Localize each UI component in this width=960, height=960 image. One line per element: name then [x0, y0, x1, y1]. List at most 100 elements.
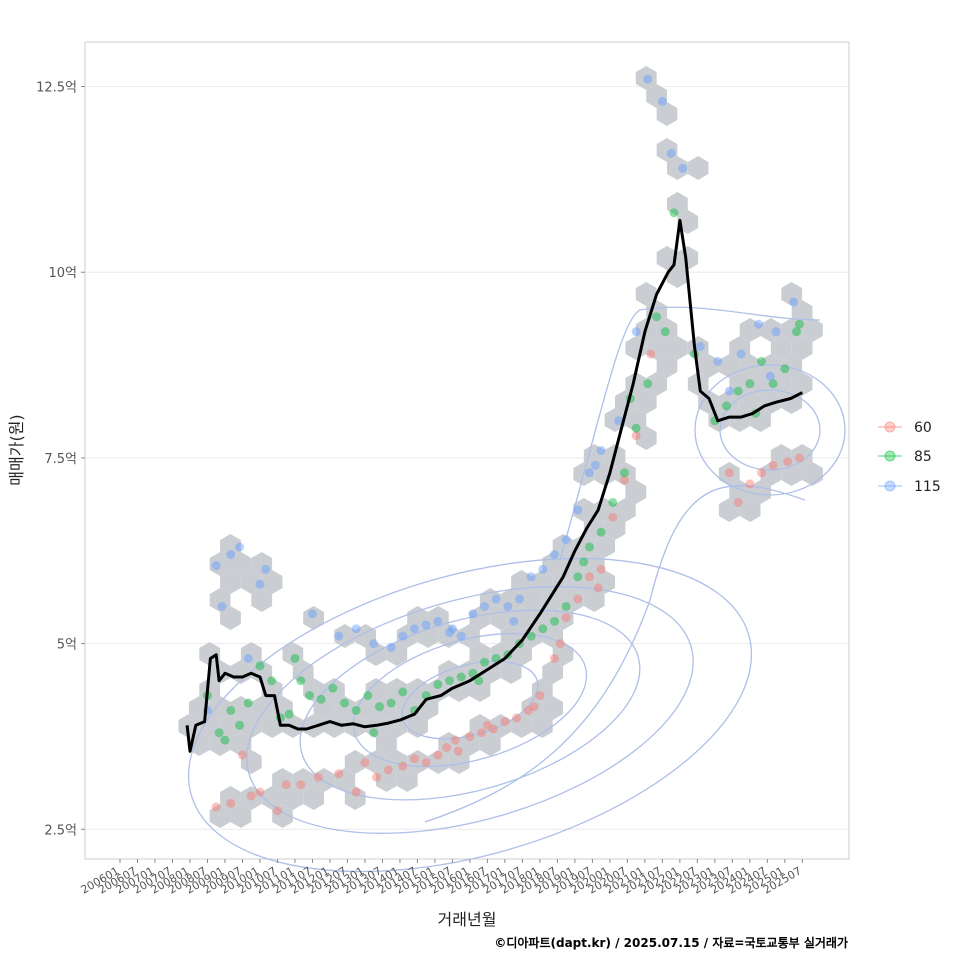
- hexbin-cell: [594, 534, 615, 558]
- hexbin-cell: [209, 552, 231, 576]
- hexbin-cell: [615, 462, 636, 486]
- hexbin-cell: [656, 354, 678, 378]
- hexbin-cell: [667, 192, 688, 216]
- hexbin-cell: [542, 660, 563, 684]
- hexbin-cell: [718, 390, 740, 414]
- hexbin-cell: [511, 714, 532, 738]
- hexbin-cell: [511, 606, 532, 630]
- point-115: [226, 549, 236, 559]
- hexbin-cell: [240, 786, 262, 810]
- point-60: [351, 787, 361, 797]
- point-115: [421, 620, 431, 630]
- y-tick-label: 10억: [48, 266, 77, 281]
- hexbin-cell: [303, 606, 324, 630]
- hexbin-cell: [635, 282, 657, 306]
- hexbin-cell: [448, 750, 470, 774]
- hexbin-cell: [220, 606, 241, 630]
- point-60: [631, 431, 641, 441]
- point-115: [261, 564, 271, 574]
- hexbin-cell: [791, 300, 813, 324]
- hexbin-cell: [427, 678, 449, 702]
- density-contour: [246, 586, 694, 834]
- legend: 60 85 115: [878, 420, 941, 495]
- hexbin-cell: [760, 462, 782, 486]
- point-85: [792, 327, 802, 337]
- hexbin-cell: [531, 714, 553, 738]
- point-60: [523, 705, 533, 715]
- hexbin-cell: [604, 408, 626, 432]
- point-115: [736, 349, 746, 359]
- hexbin-cell: [656, 102, 678, 126]
- point-85: [340, 698, 350, 708]
- point-60: [313, 772, 323, 782]
- y-tick-label: 12.5억: [36, 81, 77, 96]
- point-60: [549, 653, 559, 663]
- point-60: [442, 743, 452, 753]
- point-115: [590, 460, 600, 470]
- point-115: [468, 609, 478, 619]
- point-60: [453, 746, 463, 756]
- hexbin-cell: [750, 408, 771, 432]
- point-85: [479, 657, 489, 667]
- point-60: [555, 639, 565, 649]
- legend-item-60: 60: [878, 420, 932, 436]
- hexbin-cell: [770, 444, 792, 468]
- hexbin-cell: [396, 624, 418, 648]
- point-85: [619, 468, 629, 478]
- hexbin-cell: [791, 444, 813, 468]
- point-60: [360, 757, 370, 767]
- point-115: [307, 609, 317, 619]
- y-axis-title: 매매가(원): [7, 414, 26, 485]
- hexbin-cell: [220, 786, 241, 810]
- hexbin-cell: [282, 786, 304, 810]
- hexbin-cell: [656, 318, 678, 342]
- hexbin-cell: [531, 678, 553, 702]
- hexbin-cell: [303, 786, 324, 810]
- legend-item-85: 85: [878, 449, 932, 465]
- point-85: [573, 572, 583, 582]
- hexbin-cell: [386, 750, 408, 774]
- point-85: [768, 379, 778, 389]
- hexbin-cell: [770, 336, 792, 360]
- point-115: [549, 549, 559, 559]
- hexbin-cell: [760, 354, 782, 378]
- hexbin-cell: [324, 714, 345, 738]
- point-115: [789, 297, 799, 307]
- point-85: [290, 653, 300, 663]
- hexbin-cell: [667, 336, 688, 360]
- point-85: [549, 616, 559, 626]
- point-85: [643, 379, 653, 389]
- point-60: [296, 780, 306, 790]
- hexbin-cell: [417, 624, 439, 648]
- hexbin-cell: [677, 246, 699, 270]
- hexbin-cell: [282, 642, 304, 666]
- point-60: [477, 728, 487, 738]
- legend-item-115: 115: [878, 479, 941, 495]
- point-85: [794, 319, 804, 329]
- hexbin-cell: [656, 246, 678, 270]
- point-85: [284, 709, 294, 719]
- hexbin-cell: [500, 624, 522, 648]
- hexbin-cell: [427, 750, 449, 774]
- point-115: [351, 624, 361, 634]
- point-115: [217, 601, 227, 611]
- y-axis: 2.5억 5억 7.5억 10억 12.5억: [36, 81, 85, 838]
- hexbin-cell: [407, 606, 428, 630]
- point-60: [488, 724, 498, 734]
- legend-key-115: [884, 480, 896, 492]
- hexbin-cell: [261, 786, 283, 810]
- point-85: [214, 728, 224, 738]
- point-85: [351, 705, 361, 715]
- hexbin-cell: [656, 138, 678, 162]
- hexbin-cell: [261, 570, 283, 594]
- hexbin-cell: [718, 498, 740, 522]
- hexbin-cell: [251, 588, 273, 612]
- hexbin-cell: [625, 480, 647, 504]
- point-85: [722, 401, 732, 411]
- point-85: [316, 694, 326, 704]
- point-115: [584, 468, 594, 478]
- hexbin-cell: [386, 678, 408, 702]
- point-85: [398, 687, 408, 697]
- point-60: [281, 780, 291, 790]
- point-115: [765, 371, 775, 381]
